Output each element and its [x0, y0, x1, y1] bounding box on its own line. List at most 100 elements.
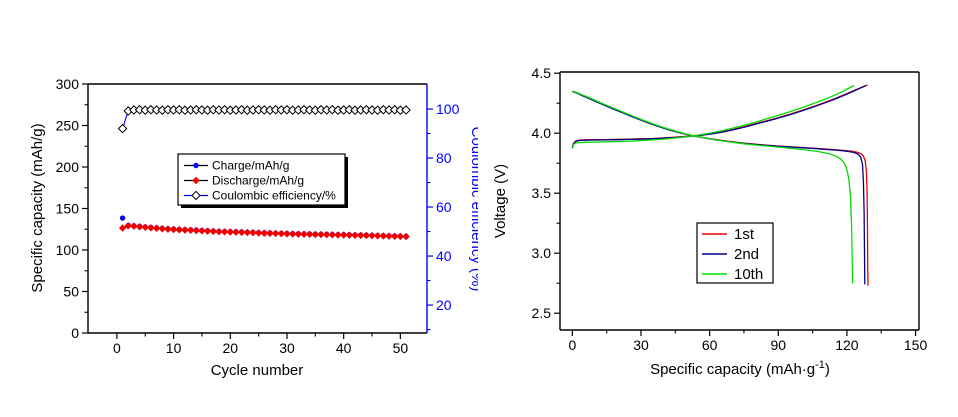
data-point-diamond: [402, 232, 410, 241]
y-tick-label: 0: [71, 325, 79, 341]
data-point-diamond: [271, 229, 280, 238]
y2-axis-title: Coulombic efficiency (%): [468, 127, 478, 292]
data-point-diamond: [164, 225, 172, 233]
data-point-diamond: [266, 229, 274, 238]
charge-curve: [571, 84, 867, 148]
y2-tick-label: 100: [436, 101, 460, 117]
data-point-diamond: [362, 231, 371, 240]
x-tick-label: 40: [336, 340, 352, 356]
data-point-diamond: [209, 227, 217, 236]
data-point-diamond: [141, 223, 149, 232]
y-tick-label: 3.0: [532, 245, 552, 261]
voltage-plot-frame: [559, 71, 920, 331]
series-coulombic-efficiency: [117, 104, 411, 134]
y-tick-label: 100: [56, 242, 80, 258]
y2-tick-label: 80: [436, 150, 452, 166]
data-point-diamond: [345, 231, 354, 239]
data-point-circle: [119, 215, 126, 221]
legend-box: [177, 153, 346, 206]
charge-curve: [571, 84, 855, 149]
y-tick-label: 300: [56, 76, 80, 92]
data-point-diamond: [385, 232, 393, 240]
data-point-diamond: [379, 232, 388, 240]
data-point-diamond: [124, 222, 132, 230]
data-point-open-diamond: [117, 123, 128, 134]
cycling-plot-frame: [87, 83, 428, 334]
x-tick-label: 20: [223, 340, 239, 356]
data-point-diamond: [305, 230, 314, 239]
data-point-diamond: [192, 226, 200, 235]
data-point-diamond: [249, 228, 257, 237]
x-tick-label: 150: [904, 337, 928, 353]
data-point-circle: [193, 162, 199, 169]
data-point-diamond: [373, 232, 382, 240]
data-point-diamond: [237, 228, 246, 237]
series-10th: [571, 84, 855, 284]
data-point-diamond: [226, 228, 234, 236]
data-point-diamond: [243, 228, 251, 237]
x-tick-label: 0: [113, 340, 121, 356]
x-tick-label: 50: [393, 340, 409, 356]
data-point-diamond: [181, 226, 189, 234]
data-point-diamond: [169, 225, 178, 234]
data-point-diamond: [311, 230, 320, 239]
data-point-diamond: [317, 230, 325, 239]
y-tick-label: 50: [63, 284, 79, 300]
y-tick-label: 250: [56, 118, 80, 134]
x-tick-label: 60: [702, 337, 718, 353]
voltage-profile-chart: 0 30 60 90 120 150 2.5 3.0 3.5 4.0 4.5 Specific cap…: [492, 65, 928, 378]
y2-tick-label: 60: [436, 199, 452, 215]
x-tick-label: 30: [633, 337, 649, 353]
data-point-diamond: [203, 227, 212, 235]
data-point-diamond: [186, 226, 195, 234]
x-tick-label: 0: [568, 337, 576, 353]
data-point-diamond: [339, 231, 348, 239]
y-tick-label: 3.5: [532, 185, 552, 201]
data-point-diamond: [175, 226, 183, 234]
data-point-diamond: [118, 224, 127, 232]
y-tick-label: 4.0: [532, 125, 552, 141]
data-point-open-diamond: [191, 190, 201, 201]
legend: 1st 2nd 10th: [696, 222, 774, 284]
data-point-diamond: [322, 230, 331, 239]
data-point-diamond: [220, 228, 229, 236]
data-point-diamond: [288, 230, 297, 238]
legend-label: 1st: [734, 226, 755, 243]
data-point-diamond: [368, 231, 376, 240]
discharge-curve: [572, 90, 854, 284]
cycling-performance-chart: 0 10 20 30 40 50 0 50 100 150 200 250 300 20 40 60 80 100…: [29, 76, 478, 379]
series-discharge: [118, 222, 410, 241]
legend-box: [696, 222, 774, 284]
y2-axis-ticks: 20 40 60 80 100: [427, 101, 460, 331]
x-tick-label: 120: [835, 337, 859, 353]
y-axis-ticks: 2.5 3.0 3.5 4.0 4.5: [532, 65, 560, 321]
y-tick-label: 150: [56, 201, 80, 217]
data-point-diamond: [390, 232, 399, 241]
y-axis-title: Voltage (V): [492, 164, 509, 238]
data-point-diamond: [260, 229, 269, 237]
legend-label: Coulombic efficiency/%: [212, 189, 336, 203]
y2-tick-label: 20: [436, 297, 452, 313]
y2-tick-label: 40: [436, 248, 452, 264]
legend-label: 10th: [734, 266, 763, 283]
charge-curve: [571, 84, 868, 148]
data-point-diamond: [328, 231, 337, 239]
data-point-diamond: [294, 230, 303, 238]
data-point-diamond: [254, 229, 263, 237]
x-axis-title: Specific capacity (mAh·g-1): [650, 359, 830, 378]
data-point-diamond: [152, 224, 161, 232]
data-point-diamond: [158, 225, 166, 233]
data-point-diamond: [396, 232, 405, 241]
legend-label: 2nd: [734, 246, 759, 263]
data-point-diamond: [135, 223, 144, 231]
data-point-diamond: [232, 228, 240, 236]
x-tick-label: 90: [770, 337, 786, 353]
legend-label: Charge/mAh/g: [212, 159, 289, 173]
y-tick-label: 2.5: [532, 305, 552, 321]
x-axis-ticks: 0 10 20 30 40 50: [113, 333, 408, 356]
data-point-diamond: [283, 230, 291, 238]
y-tick-label: 200: [56, 159, 80, 175]
y-axis-ticks: 0 50 100 150 200 250 300: [56, 76, 88, 341]
